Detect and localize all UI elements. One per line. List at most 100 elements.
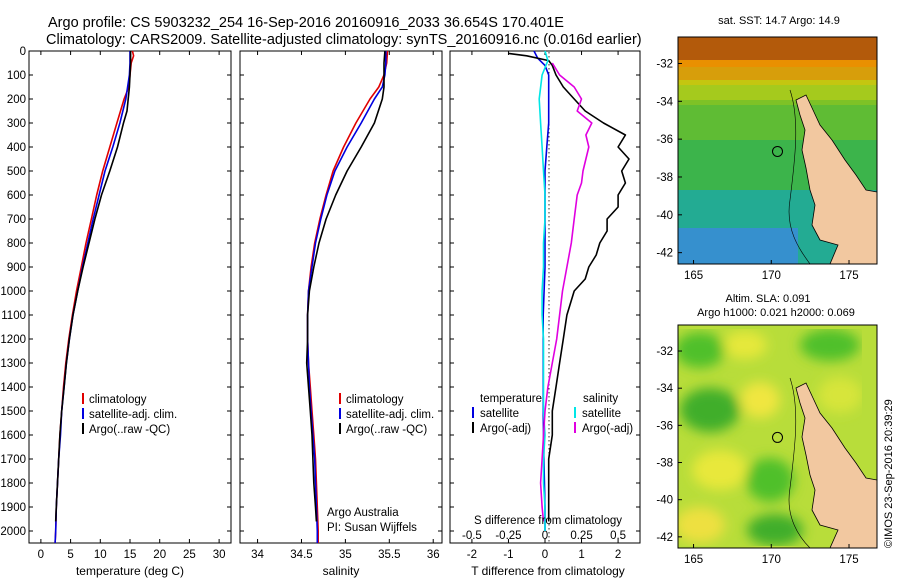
legend-label-climatology: climatology bbox=[346, 394, 404, 406]
salinity-axes-frame bbox=[239, 50, 443, 544]
temperature-legend: climatology satellite-adj. clim. Argo(..… bbox=[82, 393, 177, 436]
lat-tick-label: -40 bbox=[656, 495, 673, 507]
x-tick-label: 0 bbox=[38, 549, 44, 561]
salinity-series bbox=[305, 50, 389, 543]
temperature-x-ticks: 0 5 10 15 20 25 30 bbox=[38, 51, 226, 561]
y-tick-label: 1100 bbox=[1, 310, 26, 322]
lat-tick-label: -36 bbox=[656, 134, 673, 146]
x-tick-label: 2 bbox=[615, 549, 621, 561]
x-tick-label: 0 bbox=[542, 549, 548, 561]
x-tick-label: 25 bbox=[183, 549, 196, 561]
sst-map-lon-ticks: 165 170 175 bbox=[684, 260, 859, 282]
x-tick-label: -1 bbox=[503, 549, 513, 561]
series-line-temperature-argo-adj bbox=[508, 52, 630, 522]
lat-tick-label: -38 bbox=[656, 172, 673, 184]
lon-tick-label: 170 bbox=[762, 554, 781, 566]
y-tick-label: 1200 bbox=[0, 334, 26, 346]
legend-label-temp-satellite: satellite bbox=[480, 408, 519, 420]
series-line-argo-raw-qc bbox=[54, 51, 132, 522]
sla-argo-location-marker bbox=[772, 431, 783, 443]
difference-series bbox=[508, 50, 630, 531]
temperature-series bbox=[54, 50, 135, 544]
y-tick-label: 1300 bbox=[0, 358, 26, 370]
y-tick-label: 400 bbox=[7, 142, 26, 154]
temperature-y-ticks: 0 100 200 300 400 500 600 700 800 900 1000 1100 1200… bbox=[0, 46, 231, 538]
lon-tick-label: 175 bbox=[839, 554, 858, 566]
annotation-argo-australia: Argo Australia bbox=[327, 507, 399, 519]
x-tick-label: 5 bbox=[67, 549, 73, 561]
sst-map-image bbox=[678, 37, 877, 264]
lat-tick-label: -42 bbox=[656, 248, 673, 260]
x-tick-label: 35.5 bbox=[378, 549, 400, 561]
x2-tick-label: -0.25 bbox=[495, 530, 521, 542]
lat-tick-label: -36 bbox=[656, 420, 673, 432]
y-tick-label: 500 bbox=[7, 166, 26, 178]
x2-tick-label: -0.5 bbox=[462, 530, 482, 542]
y-tick-label: 1700 bbox=[0, 454, 26, 466]
salinity-y-ticks bbox=[240, 50, 442, 532]
sla-map-subtitle: Argo h1000: 0.021 h2000: 0.069 bbox=[697, 307, 855, 319]
series-line-salinity-satellite bbox=[538, 50, 549, 531]
imos-credit: ©IMOS 23-Sep-2016 20:39:29 bbox=[883, 399, 895, 548]
x-tick-label: 35 bbox=[339, 549, 352, 561]
sst-map-land bbox=[795, 94, 877, 264]
series-line-argo-raw-qc bbox=[305, 50, 386, 522]
y-tick-label: 900 bbox=[7, 262, 26, 274]
lat-tick-label: -40 bbox=[656, 210, 673, 222]
difference-x2-ticks: -0.5 -0.25 0 0.25 0.5 bbox=[462, 530, 626, 542]
y-tick-label: 2000 bbox=[0, 526, 26, 538]
annotation-pi-name: PI: Susan Wijffels bbox=[327, 522, 417, 534]
salinity-x-axis-label: salinity bbox=[323, 564, 360, 578]
legend-label-argo: Argo(..raw -QC) bbox=[346, 424, 427, 436]
sst-map-frame bbox=[677, 36, 878, 265]
lon-tick-label: 175 bbox=[839, 270, 858, 282]
y-tick-label: 1600 bbox=[0, 430, 26, 442]
x2-tick-label: 0.25 bbox=[570, 530, 592, 542]
sst-green-band bbox=[678, 100, 877, 140]
sst-cold-south bbox=[678, 228, 798, 264]
series-line-satellite-adj-clim bbox=[306, 51, 387, 543]
difference-axes-frame bbox=[449, 50, 641, 544]
legend-label-temp-argo: Argo(-adj) bbox=[480, 423, 531, 435]
sla-map-lat-ticks: -32 -34 -36 -38 -40 -42 bbox=[656, 346, 682, 544]
lat-tick-label: -38 bbox=[656, 458, 673, 470]
x-tick-label: 36 bbox=[427, 549, 440, 561]
sla-map-image bbox=[678, 325, 877, 548]
sla-map-land bbox=[795, 382, 877, 548]
sla-anomaly-blobs bbox=[678, 329, 862, 546]
difference-panel: -2 -1 0 1 2 -0.5 -0.25 0 0.25 0.5 T difference f… bbox=[449, 50, 641, 578]
y-tick-label: 100 bbox=[7, 70, 26, 82]
sla-map-lon-ticks: 165 170 175 bbox=[684, 544, 859, 566]
legend-label-sal-satellite: satellite bbox=[582, 408, 621, 420]
y-tick-label: 1000 bbox=[0, 286, 26, 298]
sla-map-panel: Altim. SLA: 0.091 Argo h1000: 0.021 h200… bbox=[656, 293, 878, 566]
sla-map-title: Altim. SLA: 0.091 bbox=[726, 293, 811, 305]
lat-tick-label: -32 bbox=[656, 58, 673, 70]
x-tick-label: 30 bbox=[213, 549, 226, 561]
sla-map-frame bbox=[677, 324, 878, 549]
x-tick-label: 1 bbox=[578, 549, 584, 561]
sst-map-panel: sat. SST: 14.7 Argo: 14.9 -32 -34 -36 -38 -4… bbox=[656, 15, 878, 282]
x2-tick-label: 0 bbox=[542, 530, 548, 542]
temperature-x-axis-label: temperature (deg C) bbox=[76, 564, 184, 578]
y-tick-label: 1500 bbox=[0, 406, 26, 418]
x-tick-label: -2 bbox=[467, 549, 477, 561]
lon-tick-label: 165 bbox=[684, 554, 703, 566]
y-tick-label: 800 bbox=[7, 238, 26, 250]
lon-tick-label: 170 bbox=[762, 270, 781, 282]
legend-label-satellite-adj: satellite-adj. clim. bbox=[89, 409, 177, 421]
legend-header-temperature: temperature bbox=[480, 393, 542, 405]
difference-y-ticks bbox=[450, 50, 640, 532]
legend-label-sal-argo: Argo(-adj) bbox=[582, 423, 633, 435]
y-tick-label: 200 bbox=[7, 94, 26, 106]
lat-tick-label: -34 bbox=[656, 96, 673, 108]
y-tick-label: 600 bbox=[7, 190, 26, 202]
t-difference-x-axis-label: T difference from climatology bbox=[471, 564, 625, 578]
difference-legend: temperature salinity satellite Argo(-adj… bbox=[472, 393, 633, 435]
y-tick-label: 1800 bbox=[0, 478, 26, 490]
x2-tick-label: 0.5 bbox=[610, 530, 626, 542]
legend-label-argo: Argo(..raw -QC) bbox=[89, 424, 170, 436]
lat-tick-label: -34 bbox=[656, 383, 673, 395]
s-difference-axis-label: S difference from climatology bbox=[474, 515, 622, 527]
